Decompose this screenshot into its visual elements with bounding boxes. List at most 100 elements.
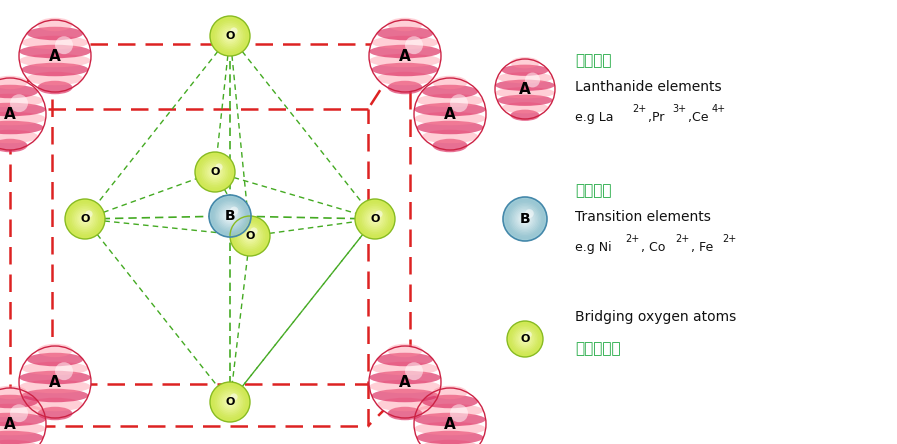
Text: A: A <box>444 107 456 122</box>
Ellipse shape <box>416 94 483 107</box>
Circle shape <box>227 33 233 40</box>
Text: 2+: 2+ <box>625 234 640 244</box>
Ellipse shape <box>0 395 38 408</box>
Circle shape <box>196 154 233 190</box>
Circle shape <box>518 212 532 226</box>
Ellipse shape <box>422 85 478 98</box>
Circle shape <box>405 36 423 54</box>
Text: , Fe: , Fe <box>691 241 713 254</box>
Circle shape <box>522 336 528 342</box>
Circle shape <box>369 346 441 418</box>
Circle shape <box>524 218 527 221</box>
Ellipse shape <box>371 63 439 76</box>
Text: O: O <box>210 167 220 177</box>
Circle shape <box>367 210 383 227</box>
Circle shape <box>506 200 544 238</box>
Circle shape <box>80 214 90 224</box>
Text: ,Ce: ,Ce <box>688 111 709 123</box>
Circle shape <box>513 207 536 231</box>
Ellipse shape <box>377 353 433 366</box>
Text: 2+: 2+ <box>632 104 646 114</box>
Circle shape <box>223 29 237 43</box>
Ellipse shape <box>19 371 91 384</box>
Ellipse shape <box>416 404 483 417</box>
Ellipse shape <box>22 63 89 76</box>
Ellipse shape <box>416 121 483 134</box>
Text: A: A <box>49 374 61 389</box>
Text: Bridging oxygen atoms: Bridging oxygen atoms <box>575 310 736 324</box>
Circle shape <box>229 214 231 218</box>
Circle shape <box>520 214 529 223</box>
Circle shape <box>223 209 237 223</box>
Circle shape <box>226 212 234 220</box>
Circle shape <box>76 210 93 227</box>
Circle shape <box>503 197 547 241</box>
Ellipse shape <box>388 81 422 94</box>
Circle shape <box>209 195 251 237</box>
Ellipse shape <box>0 386 28 399</box>
Circle shape <box>509 322 542 356</box>
Circle shape <box>220 206 239 226</box>
Ellipse shape <box>432 139 467 152</box>
Ellipse shape <box>38 81 73 94</box>
Circle shape <box>195 152 235 192</box>
Circle shape <box>507 321 543 357</box>
Ellipse shape <box>388 344 422 357</box>
Ellipse shape <box>19 45 91 58</box>
Text: O: O <box>225 397 235 407</box>
Circle shape <box>513 327 537 351</box>
Text: 4+: 4+ <box>712 104 727 114</box>
Circle shape <box>206 164 223 180</box>
Ellipse shape <box>432 386 467 399</box>
Circle shape <box>361 206 388 232</box>
Circle shape <box>526 331 532 338</box>
Circle shape <box>414 78 486 150</box>
Circle shape <box>10 94 28 112</box>
Circle shape <box>222 394 239 410</box>
Circle shape <box>371 216 379 222</box>
Circle shape <box>230 216 270 256</box>
Circle shape <box>510 324 540 354</box>
Ellipse shape <box>0 404 43 417</box>
Circle shape <box>210 382 250 422</box>
Circle shape <box>19 346 91 418</box>
Circle shape <box>224 210 236 222</box>
Circle shape <box>213 199 247 233</box>
Circle shape <box>70 204 100 234</box>
Ellipse shape <box>377 27 433 40</box>
Ellipse shape <box>370 45 440 58</box>
Circle shape <box>55 362 73 380</box>
Circle shape <box>519 333 531 345</box>
Ellipse shape <box>432 76 467 89</box>
Ellipse shape <box>22 389 89 402</box>
Text: O: O <box>520 334 530 344</box>
Ellipse shape <box>27 27 83 40</box>
Text: A: A <box>399 48 411 63</box>
Ellipse shape <box>370 54 440 67</box>
Ellipse shape <box>370 371 440 384</box>
Circle shape <box>10 404 28 422</box>
Ellipse shape <box>0 121 43 134</box>
Ellipse shape <box>388 18 422 31</box>
Circle shape <box>233 219 266 253</box>
Circle shape <box>360 204 390 234</box>
Circle shape <box>507 321 543 357</box>
Ellipse shape <box>0 94 43 107</box>
Circle shape <box>450 404 468 422</box>
Circle shape <box>68 202 101 236</box>
Ellipse shape <box>377 72 433 85</box>
Circle shape <box>227 213 233 219</box>
Ellipse shape <box>22 362 89 375</box>
Ellipse shape <box>495 79 554 91</box>
Circle shape <box>55 36 73 54</box>
Circle shape <box>217 203 242 229</box>
Circle shape <box>216 202 244 230</box>
Text: Transition elements: Transition elements <box>575 210 711 224</box>
Circle shape <box>75 209 95 229</box>
Circle shape <box>225 31 235 41</box>
Text: B: B <box>519 212 530 226</box>
Circle shape <box>198 155 231 189</box>
Circle shape <box>19 20 91 92</box>
Text: A: A <box>4 416 16 432</box>
Text: Lanthanide elements: Lanthanide elements <box>575 80 721 94</box>
